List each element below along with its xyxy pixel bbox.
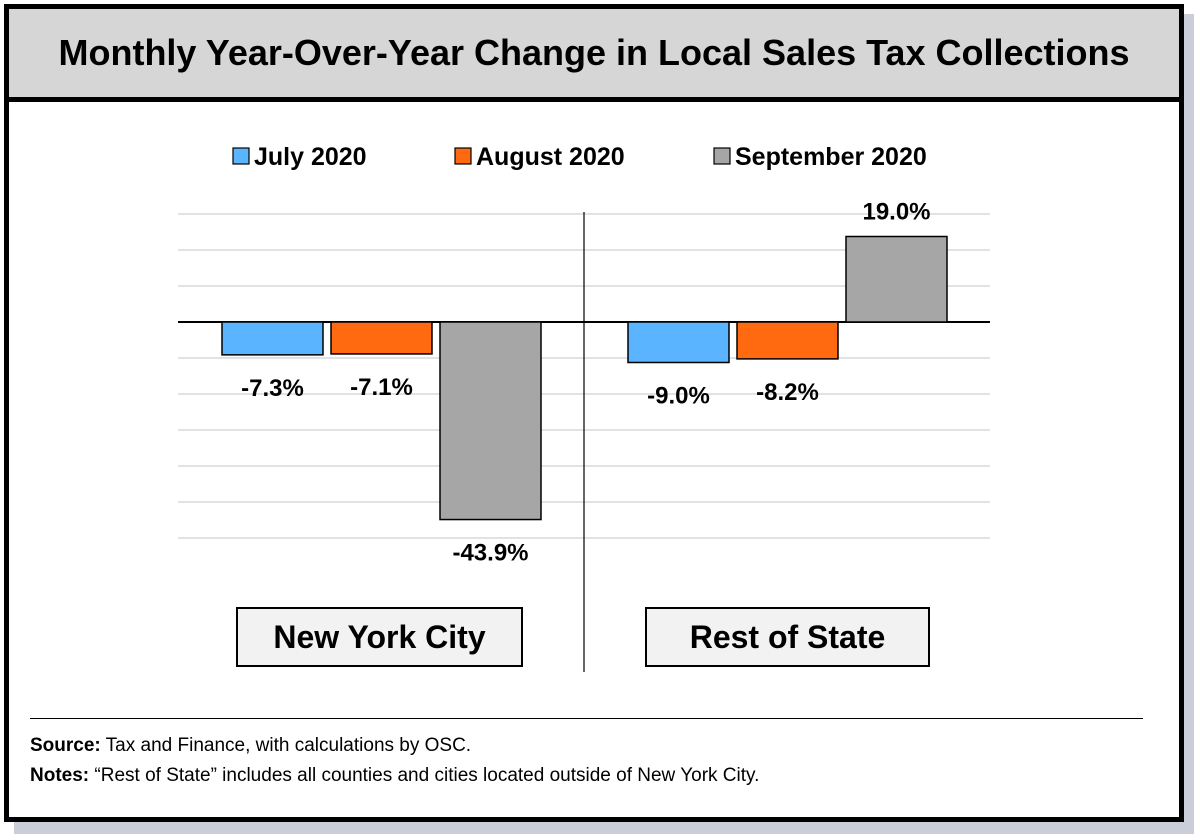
notes-text: “Rest of State” includes all counties an…: [89, 765, 760, 786]
data-label: -7.1%: [350, 374, 413, 401]
title-bar: Monthly Year-Over-Year Change in Local S…: [9, 9, 1179, 102]
notes-label: Notes:: [30, 765, 90, 786]
category-label-new-york-city: New York City: [236, 607, 523, 667]
bar: [627, 321, 730, 364]
data-labels: -7.3% -7.1% -43.9% -9.0% -8.2% 19.0%: [241, 199, 930, 567]
source-label: Source:: [30, 735, 101, 756]
data-label: -7.3%: [241, 375, 304, 402]
source-text: Tax and Finance, with calculations by OS…: [100, 735, 472, 756]
legend-swatch: [713, 147, 731, 165]
chart-title: Monthly Year-Over-Year Change in Local S…: [58, 32, 1130, 73]
chart-frame: Monthly Year-Over-Year Change in Local S…: [4, 4, 1184, 822]
legend: July 2020 August 2020 September 2020: [232, 143, 927, 171]
notes-note: Notes: “Rest of State” includes all coun…: [30, 765, 759, 787]
data-label: -43.9%: [452, 540, 528, 567]
legend-label: September 2020: [735, 143, 927, 171]
bar: [330, 321, 433, 355]
legend-swatch: [454, 147, 472, 165]
bar: [845, 235, 948, 323]
legend-swatch: [232, 147, 250, 165]
data-label: -9.0%: [647, 383, 710, 410]
bar: [221, 321, 324, 356]
footer-divider: [30, 718, 1143, 719]
bars: [221, 235, 948, 521]
data-label: -8.2%: [756, 379, 819, 406]
data-label: 19.0%: [862, 199, 930, 226]
category-label-rest-of-state: Rest of State: [645, 607, 930, 667]
legend-label: July 2020: [254, 143, 367, 171]
bar: [736, 321, 839, 360]
bar: [439, 321, 542, 521]
source-note: Source: Tax and Finance, with calculatio…: [30, 735, 471, 757]
legend-label: August 2020: [476, 143, 625, 171]
